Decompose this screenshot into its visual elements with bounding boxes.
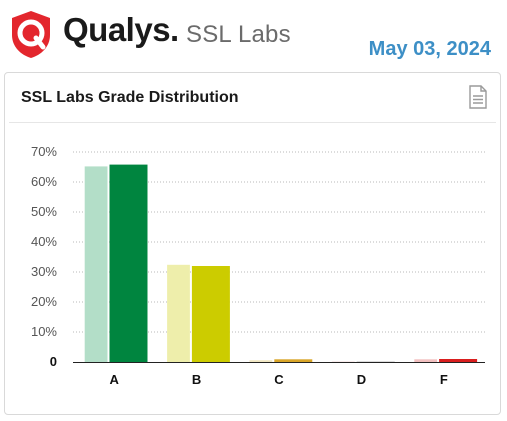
y-tick-label: 50% xyxy=(31,204,57,219)
bar-b-series-2[interactable] xyxy=(191,266,230,362)
bar-chart: 0 10% 20% 30% 40% 50% 60% 70% A B C D F xyxy=(31,145,485,387)
bar-a-series-2[interactable] xyxy=(109,164,148,362)
y-tick-label: 30% xyxy=(31,264,57,279)
bar-d-series-2[interactable] xyxy=(356,361,395,363)
x-tick-label: A xyxy=(110,372,120,387)
y-tick-label: 40% xyxy=(31,234,57,249)
bar-c-series-2[interactable] xyxy=(274,359,313,362)
bar-d-series-1[interactable] xyxy=(331,361,355,363)
y-tick-label: 0 xyxy=(50,354,57,369)
bar-f-series-1[interactable] xyxy=(414,359,438,362)
bar-c-series-1[interactable] xyxy=(249,360,273,362)
header: Qualys. SSL Labs May 03, 2024 xyxy=(0,0,507,70)
x-tick-label: F xyxy=(440,372,448,387)
y-axis-ticks: 0 10% 20% 30% 40% 50% 60% 70% xyxy=(31,145,57,369)
card-divider xyxy=(9,122,496,123)
y-tick-label: 20% xyxy=(31,294,57,309)
y-tick-label: 70% xyxy=(31,145,57,159)
bar-f-series-2[interactable] xyxy=(439,359,478,362)
qualys-shield-logo xyxy=(12,11,50,58)
x-tick-label: D xyxy=(357,372,366,387)
y-tick-label: 60% xyxy=(31,174,57,189)
bar-a-series-1[interactable] xyxy=(84,166,108,362)
x-tick-label: B xyxy=(192,372,201,387)
bar-b-series-1[interactable] xyxy=(167,264,190,362)
document-icon[interactable] xyxy=(468,85,488,109)
bars xyxy=(84,164,478,363)
card-title: SSL Labs Grade Distribution xyxy=(21,89,239,106)
report-date: May 03, 2024 xyxy=(368,38,491,60)
y-tick-label: 10% xyxy=(31,324,57,339)
grade-distribution-card: SSL Labs Grade Distribution 0 10% 20% 30% 40… xyxy=(4,72,501,415)
x-tick-label: C xyxy=(274,372,284,387)
brand-suffix: SSL Labs xyxy=(186,21,291,48)
brand-name: Qualys. xyxy=(63,11,179,48)
